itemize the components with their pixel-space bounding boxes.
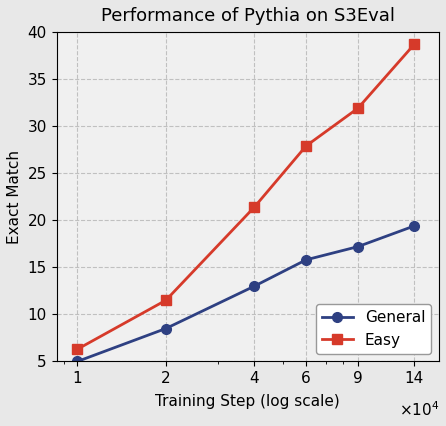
General bbox=[355, 244, 360, 249]
Title: Performance of Pythia on S3Eval: Performance of Pythia on S3Eval bbox=[101, 7, 395, 25]
General bbox=[303, 257, 309, 262]
Text: $\times10^4$: $\times10^4$ bbox=[399, 400, 439, 419]
General bbox=[252, 284, 257, 289]
Easy bbox=[303, 144, 309, 149]
General bbox=[74, 359, 80, 364]
Line: Easy: Easy bbox=[73, 40, 419, 354]
General bbox=[163, 326, 169, 331]
Y-axis label: Exact Match: Exact Match bbox=[7, 150, 22, 244]
Easy bbox=[412, 42, 417, 47]
Easy bbox=[163, 298, 169, 303]
Easy bbox=[355, 106, 360, 111]
X-axis label: Training Step (log scale): Training Step (log scale) bbox=[156, 394, 340, 409]
General bbox=[412, 223, 417, 228]
Easy bbox=[74, 347, 80, 352]
Legend: General, Easy: General, Easy bbox=[316, 304, 431, 354]
Easy bbox=[252, 204, 257, 210]
Line: General: General bbox=[73, 221, 419, 366]
